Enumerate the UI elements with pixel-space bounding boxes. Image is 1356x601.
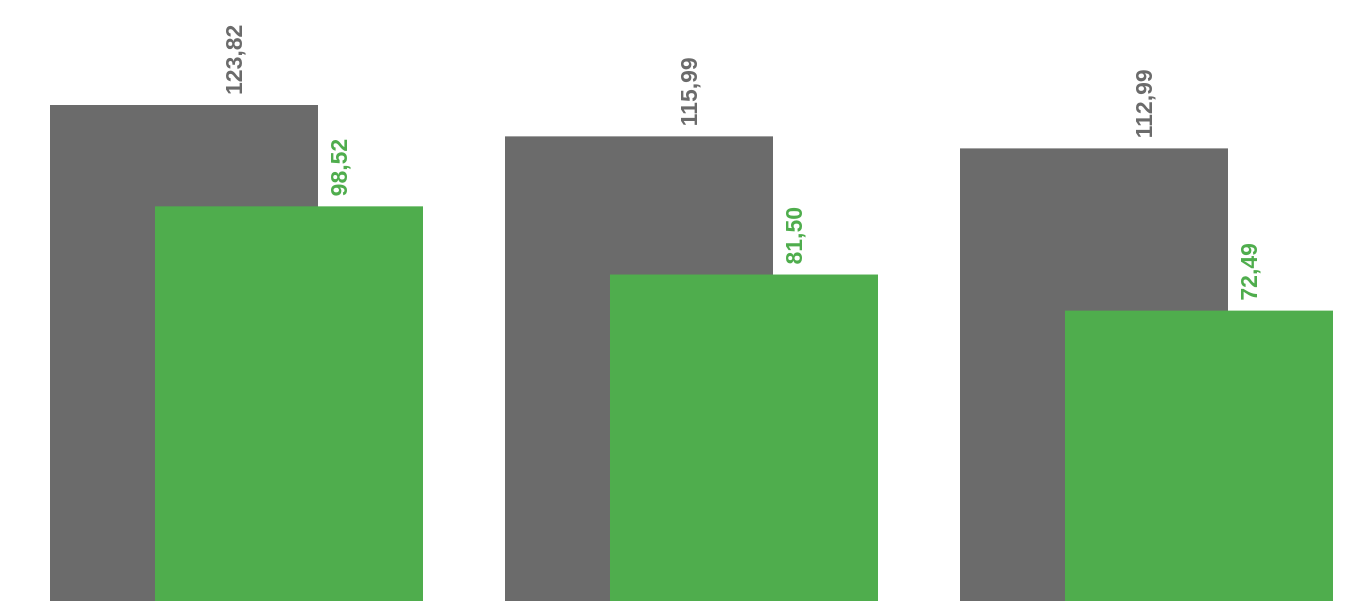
bar-label-s1-c2: 115,99 <box>676 57 702 126</box>
bar-label-s2-c1: 98,52 <box>326 139 352 197</box>
bar-label-s1-c3: 112,99 <box>1131 69 1157 138</box>
bar-s2-c3 <box>1065 310 1333 601</box>
bar-label-s2-c3: 72,49 <box>1236 243 1262 301</box>
bar-label-s1-c1: 123,82 <box>221 25 247 95</box>
bar-s2-c2 <box>610 274 878 601</box>
bar-s2-c1 <box>155 206 423 601</box>
bar-label-s2-c2: 81,50 <box>781 207 807 265</box>
